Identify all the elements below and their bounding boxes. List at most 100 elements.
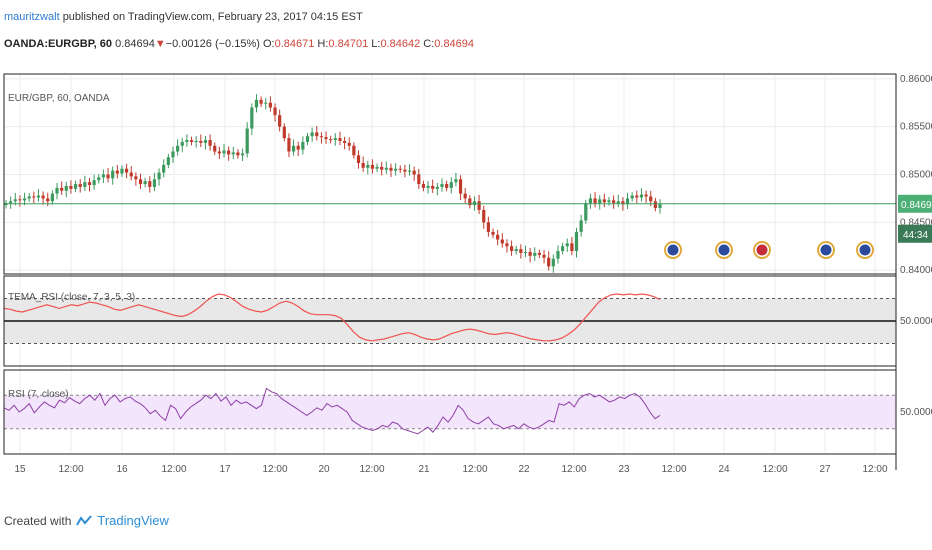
candle-body: [176, 145, 180, 152]
candle-body: [268, 102, 272, 108]
down-arrow-icon: ▼: [154, 38, 166, 50]
candle-body: [398, 168, 402, 170]
candle-body: [523, 251, 528, 253]
event-badge-icon[interactable]: [856, 241, 874, 259]
event-badge-flag: [756, 244, 768, 256]
candle-body: [505, 243, 509, 247]
candle-body: [120, 168, 124, 174]
candle-body: [588, 198, 593, 204]
symbol-label: OANDA:EURGBP, 60: [4, 38, 112, 50]
event-badge-icon[interactable]: [817, 241, 835, 259]
candle-body: [426, 185, 430, 188]
candle-body: [593, 198, 597, 204]
candle-body: [616, 201, 620, 204]
candle-body: [55, 187, 59, 194]
high-value: 0.84701: [328, 38, 369, 50]
candle-body: [171, 151, 175, 158]
tema-y-tick: 50.0000: [900, 316, 932, 327]
candle-body: [394, 168, 398, 171]
candle-body: [46, 198, 50, 202]
candle-body: [73, 184, 78, 189]
candle-body: [278, 115, 282, 127]
candle-body: [574, 231, 579, 252]
candle-body: [435, 186, 439, 189]
candle-body: [644, 194, 648, 197]
tradingview-brand[interactable]: TradingView: [97, 513, 169, 528]
x-tick-label: 12:00: [262, 464, 287, 475]
event-badge-icon[interactable]: [715, 241, 733, 259]
indicator-bands: [4, 298, 896, 430]
candle-body: [106, 174, 110, 179]
candle-body: [236, 152, 240, 156]
published-text: published on TradingView.com, February 2…: [62, 11, 363, 23]
candle-body: [138, 179, 143, 185]
candle-body: [547, 257, 551, 267]
candle-body: [83, 182, 87, 187]
last-price: 0.84694: [115, 38, 155, 50]
event-badge-flag: [667, 244, 679, 256]
candle-body: [635, 195, 639, 198]
candle-body: [259, 99, 263, 104]
candle-body: [347, 142, 351, 146]
candle-body: [370, 164, 375, 169]
candle-body: [486, 222, 490, 232]
candle-body: [189, 140, 194, 142]
event-badge-icon[interactable]: [753, 241, 771, 259]
candle-body: [612, 200, 616, 204]
candle-body: [440, 184, 444, 187]
candle-body: [482, 209, 486, 223]
candle-body: [324, 137, 328, 140]
candle-body: [273, 107, 277, 116]
candle-body: [41, 195, 45, 199]
candle-body: [338, 138, 342, 141]
created-with-text: Created with: [4, 513, 72, 528]
candle-body: [97, 177, 101, 181]
candle-body: [305, 136, 310, 142]
last-price-tag-text: 0.84694: [901, 200, 932, 211]
economic-events[interactable]: [664, 241, 874, 259]
candle-body: [366, 164, 370, 168]
pane-frames: [3, 73, 897, 470]
event-badge-icon[interactable]: [664, 241, 682, 259]
x-tick-label: 12:00: [58, 464, 83, 475]
candle-body: [27, 196, 31, 199]
candle-body: [301, 141, 305, 150]
candle-body: [282, 126, 286, 139]
x-tick-label: 23: [618, 464, 630, 475]
candle-body: [124, 168, 129, 173]
x-tick-label: 21: [418, 464, 430, 475]
candle-body: [157, 172, 161, 180]
candle-body: [380, 166, 384, 170]
candle-body: [213, 145, 217, 152]
candle-body: [199, 140, 203, 143]
candle-body: [352, 145, 356, 156]
candle-body: [584, 203, 588, 221]
candle-body: [315, 132, 319, 137]
grid: [4, 74, 896, 454]
rsi-y-tick: 50.0000: [900, 407, 932, 418]
candle-body: [556, 251, 560, 259]
candle-body: [407, 170, 412, 172]
candle-body: [329, 139, 333, 141]
high-label: H:: [317, 38, 329, 50]
x-tick-label: 20: [318, 464, 330, 475]
candle-body: [602, 199, 606, 203]
candle-body: [472, 201, 477, 206]
candle-body: [18, 199, 22, 201]
main-pane-title: EUR/GBP, 60, OANDA: [8, 93, 110, 104]
open-label: O:: [262, 38, 275, 50]
candle-body: [639, 194, 644, 198]
candle-body: [101, 174, 106, 178]
author-link[interactable]: mauritzwalt: [4, 11, 60, 23]
candle-body: [449, 182, 453, 188]
candle-body: [598, 199, 602, 204]
candle-body: [36, 195, 41, 198]
candle-body: [431, 185, 435, 189]
x-tick-label: 24: [718, 464, 730, 475]
x-tick-label: 22: [518, 464, 530, 475]
last-price-tag: [898, 194, 932, 213]
candle-body: [630, 195, 634, 199]
